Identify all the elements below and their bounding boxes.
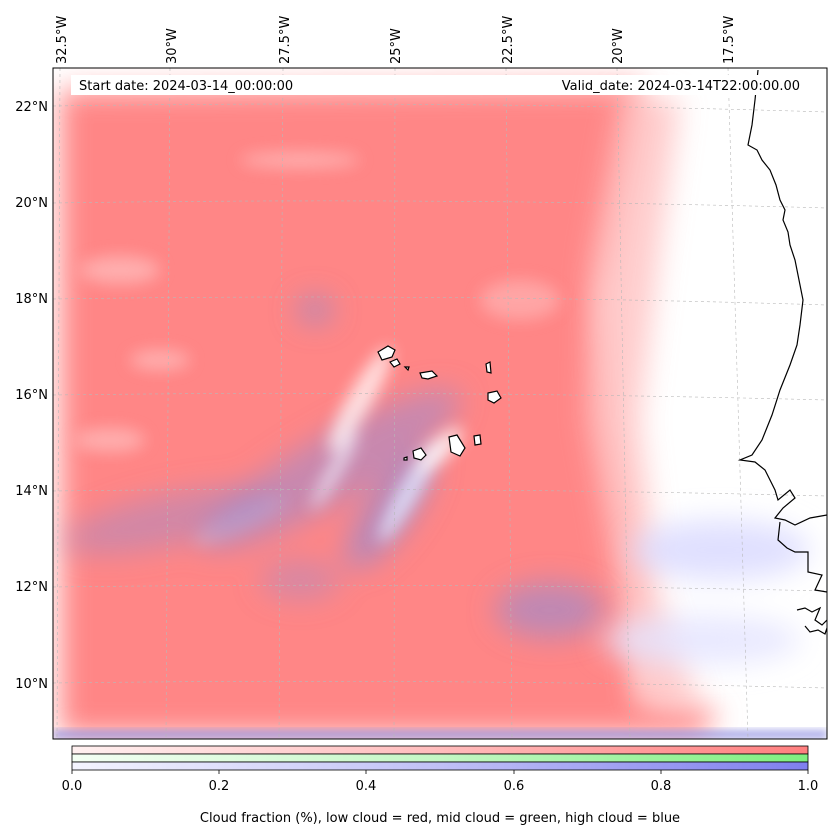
east-high-cloud: [600, 520, 810, 665]
coastline: [737, 69, 827, 635]
gridlines: [53, 68, 827, 739]
colorbar-tick: 0.6: [504, 779, 525, 794]
lat-label: 20°N: [15, 196, 48, 211]
low-cloud-transition: [585, 90, 700, 712]
colorbar-low: [71, 745, 809, 755]
lat-label: 16°N: [15, 388, 48, 403]
map-frame: [52, 67, 828, 740]
colorbar-tick: 0.0: [62, 779, 83, 794]
colorbar-tick: 1.0: [798, 779, 819, 794]
colorbar-tick: 0.2: [209, 779, 230, 794]
lat-labels: 22°N 20°N 18°N 16°N 14°N 12°N 10°N: [15, 100, 48, 692]
header-box: [71, 75, 808, 95]
colorbar-tick: 0.4: [356, 779, 377, 794]
colorbar-high: [71, 761, 809, 771]
lat-label: 10°N: [15, 677, 48, 692]
start-date-label: Start date: 2024-03-14_00:00:00: [79, 79, 293, 94]
lat-label: 12°N: [15, 580, 48, 595]
lon-label: 20°W: [611, 28, 626, 64]
islands: [377, 345, 502, 461]
lat-label: 22°N: [15, 100, 48, 115]
colorbar-mid: [71, 753, 809, 763]
lon-labels: 32.5°W 30°W 27.5°W 25°W 22.5°W 20°W 17.5…: [55, 16, 737, 64]
lon-label: 25°W: [389, 28, 404, 64]
colorbar: 0.0 0.2 0.4 0.6 0.8 1.0 Cloud fraction (…: [62, 745, 819, 826]
valid-date-label: Valid_date: 2024-03-14T22:00:00.00: [562, 79, 800, 94]
map-area: [53, 68, 827, 739]
colorbar-label: Cloud fraction (%), low cloud = red, mid…: [200, 811, 680, 826]
lat-label: 18°N: [15, 292, 48, 307]
lon-label: 30°W: [165, 28, 180, 64]
lat-label: 14°N: [15, 484, 48, 499]
lon-label: 22.5°W: [501, 16, 516, 64]
lon-label: 32.5°W: [55, 16, 70, 64]
lon-label: 17.5°W: [722, 16, 737, 64]
lon-label: 27.5°W: [278, 16, 293, 64]
colorbar-tick: 0.8: [651, 779, 672, 794]
